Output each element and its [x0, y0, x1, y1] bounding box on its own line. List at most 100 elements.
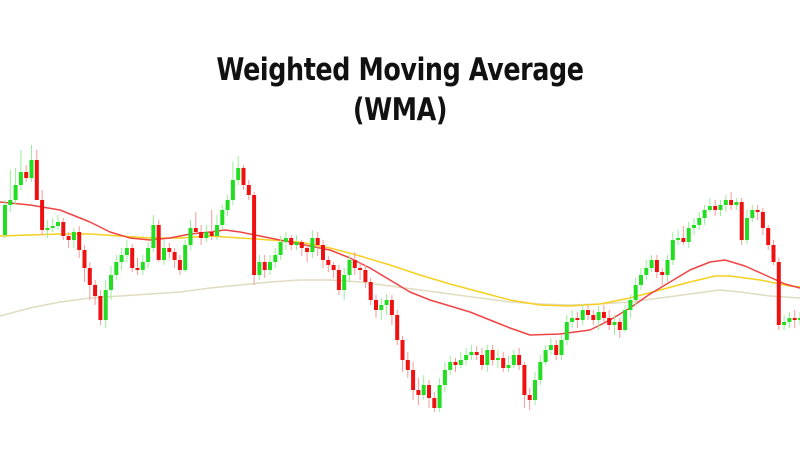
- candle: [543, 345, 548, 365]
- candle: [787, 312, 792, 328]
- candle: [331, 262, 336, 278]
- candle: [469, 345, 474, 360]
- candle: [283, 232, 288, 250]
- candle: [315, 232, 320, 256]
- candle: [395, 310, 400, 345]
- candle: [56, 215, 60, 230]
- candle: [554, 340, 559, 360]
- wma-line-1: [0, 233, 800, 307]
- candle: [135, 258, 140, 275]
- candle: [490, 345, 495, 365]
- candle: [612, 315, 617, 335]
- candle: [596, 306, 601, 330]
- candle: [782, 315, 787, 330]
- candle: [707, 198, 712, 212]
- candle: [363, 265, 368, 288]
- candle: [172, 248, 177, 268]
- candle: [723, 195, 728, 212]
- candle: [246, 180, 251, 200]
- wma-lines: [0, 201, 800, 336]
- chart-title-line-2: (WMA): [352, 92, 448, 128]
- candle: [156, 220, 161, 262]
- candle: [559, 335, 564, 360]
- candle: [326, 256, 331, 272]
- candle: [644, 260, 649, 280]
- candle: [649, 255, 654, 272]
- candle: [103, 280, 108, 328]
- candle: [204, 225, 209, 242]
- candle: [633, 278, 638, 305]
- candle: [570, 310, 575, 328]
- candle: [750, 205, 755, 222]
- candle: [305, 245, 310, 262]
- candle: [739, 198, 744, 245]
- candle: [416, 378, 421, 405]
- candle: [437, 378, 442, 412]
- candle: [522, 362, 527, 408]
- candle: [580, 305, 585, 325]
- candle: [766, 225, 771, 250]
- candle: [686, 222, 691, 248]
- candle: [215, 215, 219, 240]
- candle: [601, 305, 606, 322]
- candle: [368, 278, 373, 305]
- candle: [389, 295, 394, 325]
- chart-title: Weighted Moving Average (WMA): [0, 50, 800, 130]
- candle: [760, 208, 765, 235]
- candle: [352, 252, 357, 275]
- candle: [607, 310, 612, 330]
- candle: [506, 356, 511, 372]
- candle: [384, 294, 389, 315]
- candles: [3, 145, 800, 412]
- candle: [358, 262, 363, 280]
- wma-line-2: [0, 279, 800, 317]
- candle: [745, 210, 749, 244]
- candle: [517, 348, 522, 370]
- candle: [591, 310, 596, 325]
- candle: [575, 312, 580, 328]
- candle: [628, 295, 633, 318]
- candle: [474, 346, 479, 360]
- candle: [411, 362, 416, 400]
- candle: [119, 248, 124, 270]
- candle: [8, 170, 13, 212]
- candle: [442, 362, 447, 392]
- candle: [405, 352, 410, 378]
- candle: [140, 255, 145, 275]
- candle: [98, 290, 103, 325]
- candle: [480, 348, 484, 370]
- candle: [50, 218, 55, 232]
- candle: [681, 226, 686, 245]
- candle: [379, 298, 384, 320]
- candle: [167, 243, 172, 258]
- candle: [252, 192, 257, 285]
- candle: [564, 315, 569, 345]
- candle: [220, 205, 225, 230]
- candle: [3, 200, 7, 238]
- candle: [654, 255, 659, 278]
- candle: [273, 248, 278, 268]
- candle: [183, 240, 188, 272]
- candle: [294, 235, 299, 250]
- candle: [336, 265, 341, 295]
- candle: [448, 356, 453, 375]
- candle: [718, 200, 723, 216]
- candle: [193, 212, 198, 235]
- candle: [45, 220, 50, 238]
- candle: [151, 215, 156, 252]
- candle: [617, 318, 622, 338]
- candle: [77, 226, 82, 258]
- candle: [34, 150, 39, 200]
- candle: [734, 198, 739, 210]
- candle: [61, 218, 66, 240]
- candle: [225, 195, 230, 216]
- candle: [527, 388, 532, 410]
- candle: [453, 358, 458, 372]
- candle: [670, 232, 675, 265]
- candle: [24, 165, 29, 182]
- candle: [310, 230, 315, 258]
- candle: [342, 268, 347, 300]
- candle: [289, 235, 294, 250]
- candle: [124, 240, 129, 262]
